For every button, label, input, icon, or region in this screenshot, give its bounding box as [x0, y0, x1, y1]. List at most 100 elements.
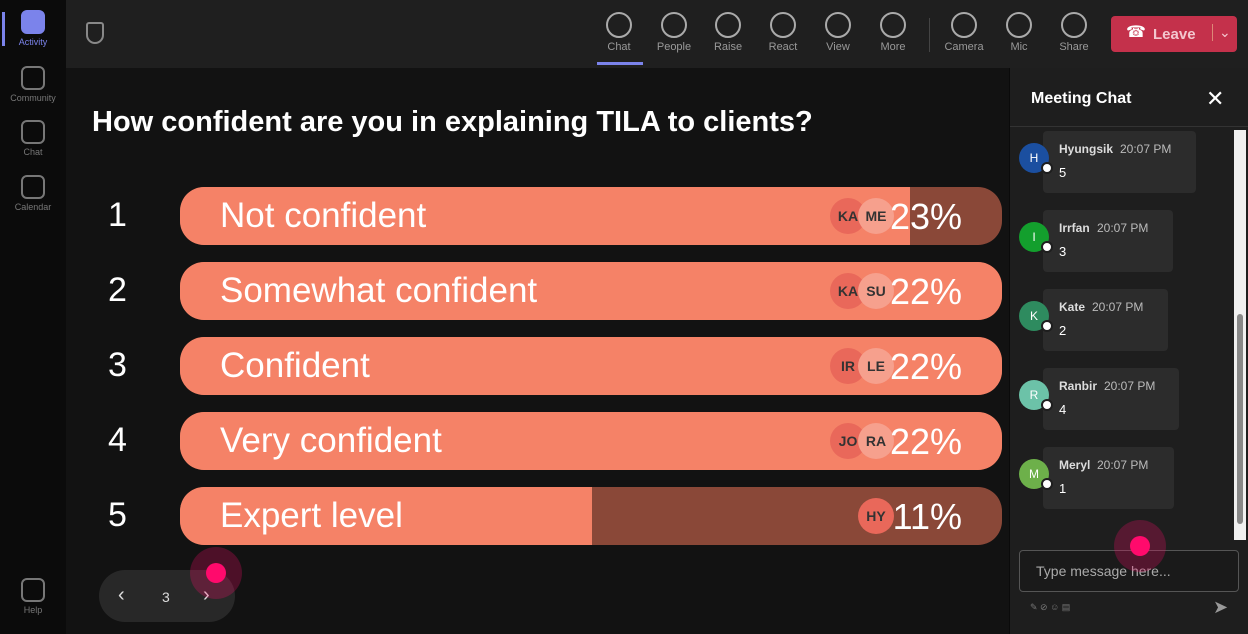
toolbar-label: More	[880, 41, 906, 53]
rail-item[interactable]: Community	[0, 66, 66, 103]
icon	[21, 120, 45, 144]
option-bar[interactable]	[180, 187, 1002, 245]
voter-avatar: HY	[858, 498, 894, 534]
voter-avatar: RA	[858, 423, 894, 459]
rail-item[interactable]: Chat	[0, 120, 66, 157]
message-input[interactable]	[1019, 550, 1239, 592]
toolbar	[66, 0, 1248, 68]
toolbar-button[interactable]: Raise	[702, 12, 754, 53]
message-bubble	[1043, 368, 1179, 430]
icon	[21, 578, 45, 602]
rail-item[interactable]: Help	[0, 578, 66, 615]
chat-title: Meeting Chat	[1031, 90, 1132, 107]
option-number: 4	[108, 421, 127, 459]
toolbar-button[interactable]: More	[867, 12, 919, 53]
close-button[interactable]: ✕	[1206, 86, 1225, 111]
option-label: Expert level	[220, 496, 403, 535]
poll-question: How confident are you in explaining TILA…	[92, 106, 813, 138]
icon	[661, 12, 687, 38]
icon	[21, 175, 45, 199]
toolbar-button[interactable]: React	[757, 12, 809, 53]
toolbar-label: Raise	[713, 41, 743, 53]
voter-avatar: ME	[858, 198, 894, 234]
status-dot	[1041, 320, 1053, 332]
next-button[interactable]: ›	[203, 584, 210, 606]
toolbar-button[interactable]: Mic	[993, 12, 1045, 53]
author-name: Kate	[1059, 300, 1086, 314]
option-label: Somewhat confident	[220, 271, 538, 310]
option-percent: 22%	[889, 271, 962, 312]
send-button[interactable]: ➤	[1213, 597, 1229, 617]
icon	[1061, 12, 1087, 38]
divider	[1010, 126, 1248, 127]
rail-label: Help	[23, 605, 43, 615]
active-indicator	[2, 12, 5, 46]
toolbar-divider	[929, 18, 930, 52]
toolbar-label: Chat	[607, 41, 631, 53]
rail-item[interactable]: Activity	[0, 10, 66, 47]
icon	[1006, 12, 1032, 38]
prev-button[interactable]: ‹	[118, 584, 125, 606]
toolbar-button[interactable]: Share	[1048, 12, 1100, 53]
option-percent: 22%	[889, 421, 962, 462]
option-fill	[180, 187, 910, 245]
rail-label: Chat	[23, 147, 43, 157]
option-label: Confident	[220, 346, 370, 385]
option-bar[interactable]	[180, 487, 1002, 545]
status-dot	[1041, 399, 1053, 411]
shield-icon	[86, 22, 104, 44]
active-tab	[597, 62, 643, 65]
status-dot	[1041, 478, 1053, 490]
author-name: Ranbir	[1059, 379, 1098, 393]
voter-avatar: LE	[858, 348, 894, 384]
input-placeholder: Type message here...	[1036, 563, 1171, 579]
toolbar-button[interactable]: Chat	[593, 12, 645, 53]
toolbar-label: Share	[1059, 41, 1089, 53]
page-number: 3	[162, 589, 170, 605]
voter-avatar: SU	[858, 273, 894, 309]
icon	[770, 12, 796, 38]
touch-indicator	[190, 547, 242, 599]
icon	[606, 12, 632, 38]
toolbar-button[interactable]: People	[648, 12, 700, 53]
author-avatar: H	[1019, 143, 1049, 173]
scroll-thumb	[1237, 314, 1243, 524]
author-name: Meryl	[1059, 458, 1091, 472]
author-name: Hyungsik	[1059, 142, 1114, 156]
message-bubble	[1043, 131, 1196, 193]
rail-label: Community	[10, 93, 56, 103]
icon	[880, 12, 906, 38]
option-fill	[180, 487, 592, 545]
option-number: 3	[108, 346, 127, 384]
rail-item[interactable]: Calendar	[0, 175, 66, 212]
icon	[951, 12, 977, 38]
icon	[825, 12, 851, 38]
option-number: 2	[108, 271, 127, 309]
toolbar-button[interactable]: Camera	[938, 12, 990, 53]
message-time: 20:07 PM	[1097, 221, 1149, 235]
message-text: 1	[1059, 481, 1067, 496]
message-text: 5	[1059, 165, 1067, 180]
format-icons: ✎ ⊘ ☺ ▤	[1030, 602, 1071, 612]
option-label: Not confident	[220, 196, 427, 235]
leave-button[interactable]	[1111, 16, 1237, 52]
option-label: Very confident	[220, 421, 442, 460]
message-bubble	[1043, 289, 1168, 351]
toolbar-label: People	[656, 41, 692, 53]
scrollbar[interactable]	[1234, 130, 1246, 540]
option-number: 1	[108, 196, 127, 234]
app-rail	[0, 0, 66, 634]
message-time: 20:07 PM	[1120, 142, 1172, 156]
rail-label: Calendar	[14, 202, 52, 212]
message-bubble	[1043, 210, 1173, 272]
option-percent: 23%	[889, 196, 962, 237]
toolbar-button[interactable]: View	[812, 12, 864, 53]
message-text: 3	[1059, 244, 1067, 259]
rail-label: Activity	[18, 37, 48, 47]
toolbar-label: React	[768, 41, 798, 53]
leave-icon: ☎	[1126, 24, 1146, 41]
leave-label: Leave	[1153, 26, 1196, 43]
message-time: 20:07 PM	[1097, 458, 1149, 472]
author-name: Irrfan	[1059, 221, 1090, 235]
